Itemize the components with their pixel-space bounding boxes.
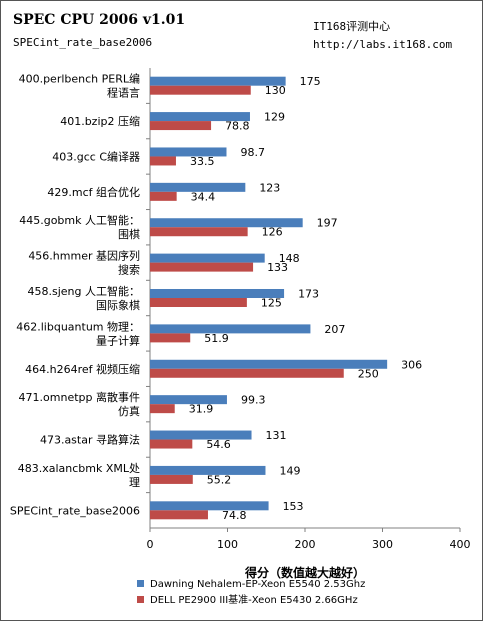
data-label: 175 <box>300 75 321 88</box>
bar-series-1 <box>150 112 250 122</box>
x-tick-label: 0 <box>147 538 154 551</box>
data-label: 55.2 <box>207 473 232 486</box>
legend-label-1: Dawning Nehalem-EP-Xeon E5540 2.53Ghz <box>150 579 365 590</box>
category-label: 483.xalancbmk XML处理 <box>18 462 140 489</box>
bar-series-2 <box>150 333 191 343</box>
plot-area: 0 100 200 300 400 400.perlbench PERL编程语言 175 13… <box>10 68 471 551</box>
data-label: 153 <box>283 500 304 513</box>
bar-series-1 <box>150 465 266 475</box>
x-tick-label: 400 <box>450 538 471 551</box>
data-label: 126 <box>262 226 283 239</box>
legend-label-2: DELL PE2900 III基准-Xeon E5430 2.66GHz <box>150 593 358 606</box>
data-label: 133 <box>267 261 288 274</box>
category-label: 445.gobmk 人工智能：围棋 <box>19 213 140 241</box>
bar-series-2 <box>150 368 344 378</box>
bar-series-2 <box>150 298 247 307</box>
category-label: 400.perlbench PERL编程语言 <box>19 72 140 100</box>
bar-series-2 <box>150 85 251 95</box>
bar-series-2 <box>150 227 248 237</box>
data-label: 125 <box>261 297 282 310</box>
data-label: 306 <box>401 358 422 371</box>
bar-series-2 <box>150 121 212 131</box>
category-label: 429.mcf 组合优化 <box>47 185 140 199</box>
data-label: 207 <box>324 323 345 336</box>
bar-series-1 <box>150 430 252 440</box>
data-label: 34.4 <box>191 190 216 203</box>
data-label: 129 <box>264 111 285 124</box>
category-label: 473.astar 寻路算法 <box>40 433 140 447</box>
bar-series-1 <box>150 76 286 86</box>
bar-series-1 <box>150 289 285 298</box>
category-label: 456.hmmer 基因序列搜索 <box>28 249 140 277</box>
bar-series-1 <box>150 182 246 192</box>
bar-series-2 <box>150 474 193 484</box>
bar-series-2 <box>150 156 176 166</box>
data-label: 33.5 <box>190 155 215 168</box>
data-label: 149 <box>279 464 300 477</box>
bar-series-1 <box>150 501 269 511</box>
source-name: IT168评测中心 <box>313 20 390 33</box>
category-label: 464.h264ref 视频压缩 <box>25 362 140 376</box>
legend-swatch-2 <box>137 596 144 603</box>
data-label: 74.8 <box>222 509 247 522</box>
bar-series-2 <box>150 510 208 520</box>
data-label: 99.3 <box>241 394 266 407</box>
data-label: 197 <box>317 217 338 230</box>
bar-series-1 <box>150 359 388 369</box>
x-tick-label: 100 <box>217 538 238 551</box>
bar-series-1 <box>150 324 311 334</box>
source-url: http://labs.it168.com <box>313 38 452 51</box>
bar-series-2 <box>150 191 177 201</box>
bar-series-2 <box>150 439 193 449</box>
data-label: 173 <box>298 288 319 301</box>
chart-title: SPEC CPU 2006 v1.01 <box>13 12 185 28</box>
category-label: 401.bzip2 压缩 <box>60 115 140 128</box>
x-tick-label: 300 <box>372 538 393 551</box>
category-label: 462.libquantum 物理：量子计算 <box>16 319 140 347</box>
category-label: SPECint_rate_base2006 <box>10 504 140 517</box>
x-tick-label: 200 <box>295 538 316 551</box>
data-label: 54.6 <box>206 438 231 451</box>
data-label: 148 <box>279 252 300 265</box>
category-label: 458.sjeng 人工智能：国际象棋 <box>28 284 141 312</box>
bar-series-1 <box>150 253 265 263</box>
bar-series-1 <box>150 218 303 228</box>
data-label: 130 <box>265 84 286 97</box>
data-label: 51.9 <box>204 332 229 345</box>
data-label: 131 <box>266 429 287 442</box>
data-label: 123 <box>259 181 280 194</box>
data-label: 98.7 <box>240 146 265 159</box>
category-label: 471.omnetpp 离散事件仿真 <box>19 390 140 418</box>
x-axis-label: 得分（数值越大越好） <box>244 565 365 580</box>
legend-swatch-1 <box>137 580 144 587</box>
bar-series-1 <box>150 395 227 405</box>
data-label: 31.9 <box>189 403 214 416</box>
bar-series-2 <box>150 404 175 414</box>
category-label: 403.gcc C编译器 <box>52 149 140 163</box>
bar-series-1 <box>150 147 227 157</box>
data-label: 78.8 <box>225 120 250 133</box>
chart-subtitle: SPECint_rate_base2006 <box>13 36 152 49</box>
bar-series-2 <box>150 262 254 272</box>
legend: Dawning Nehalem-EP-Xeon E5540 2.53Ghz DEL… <box>137 579 365 606</box>
data-label: 250 <box>358 367 379 380</box>
